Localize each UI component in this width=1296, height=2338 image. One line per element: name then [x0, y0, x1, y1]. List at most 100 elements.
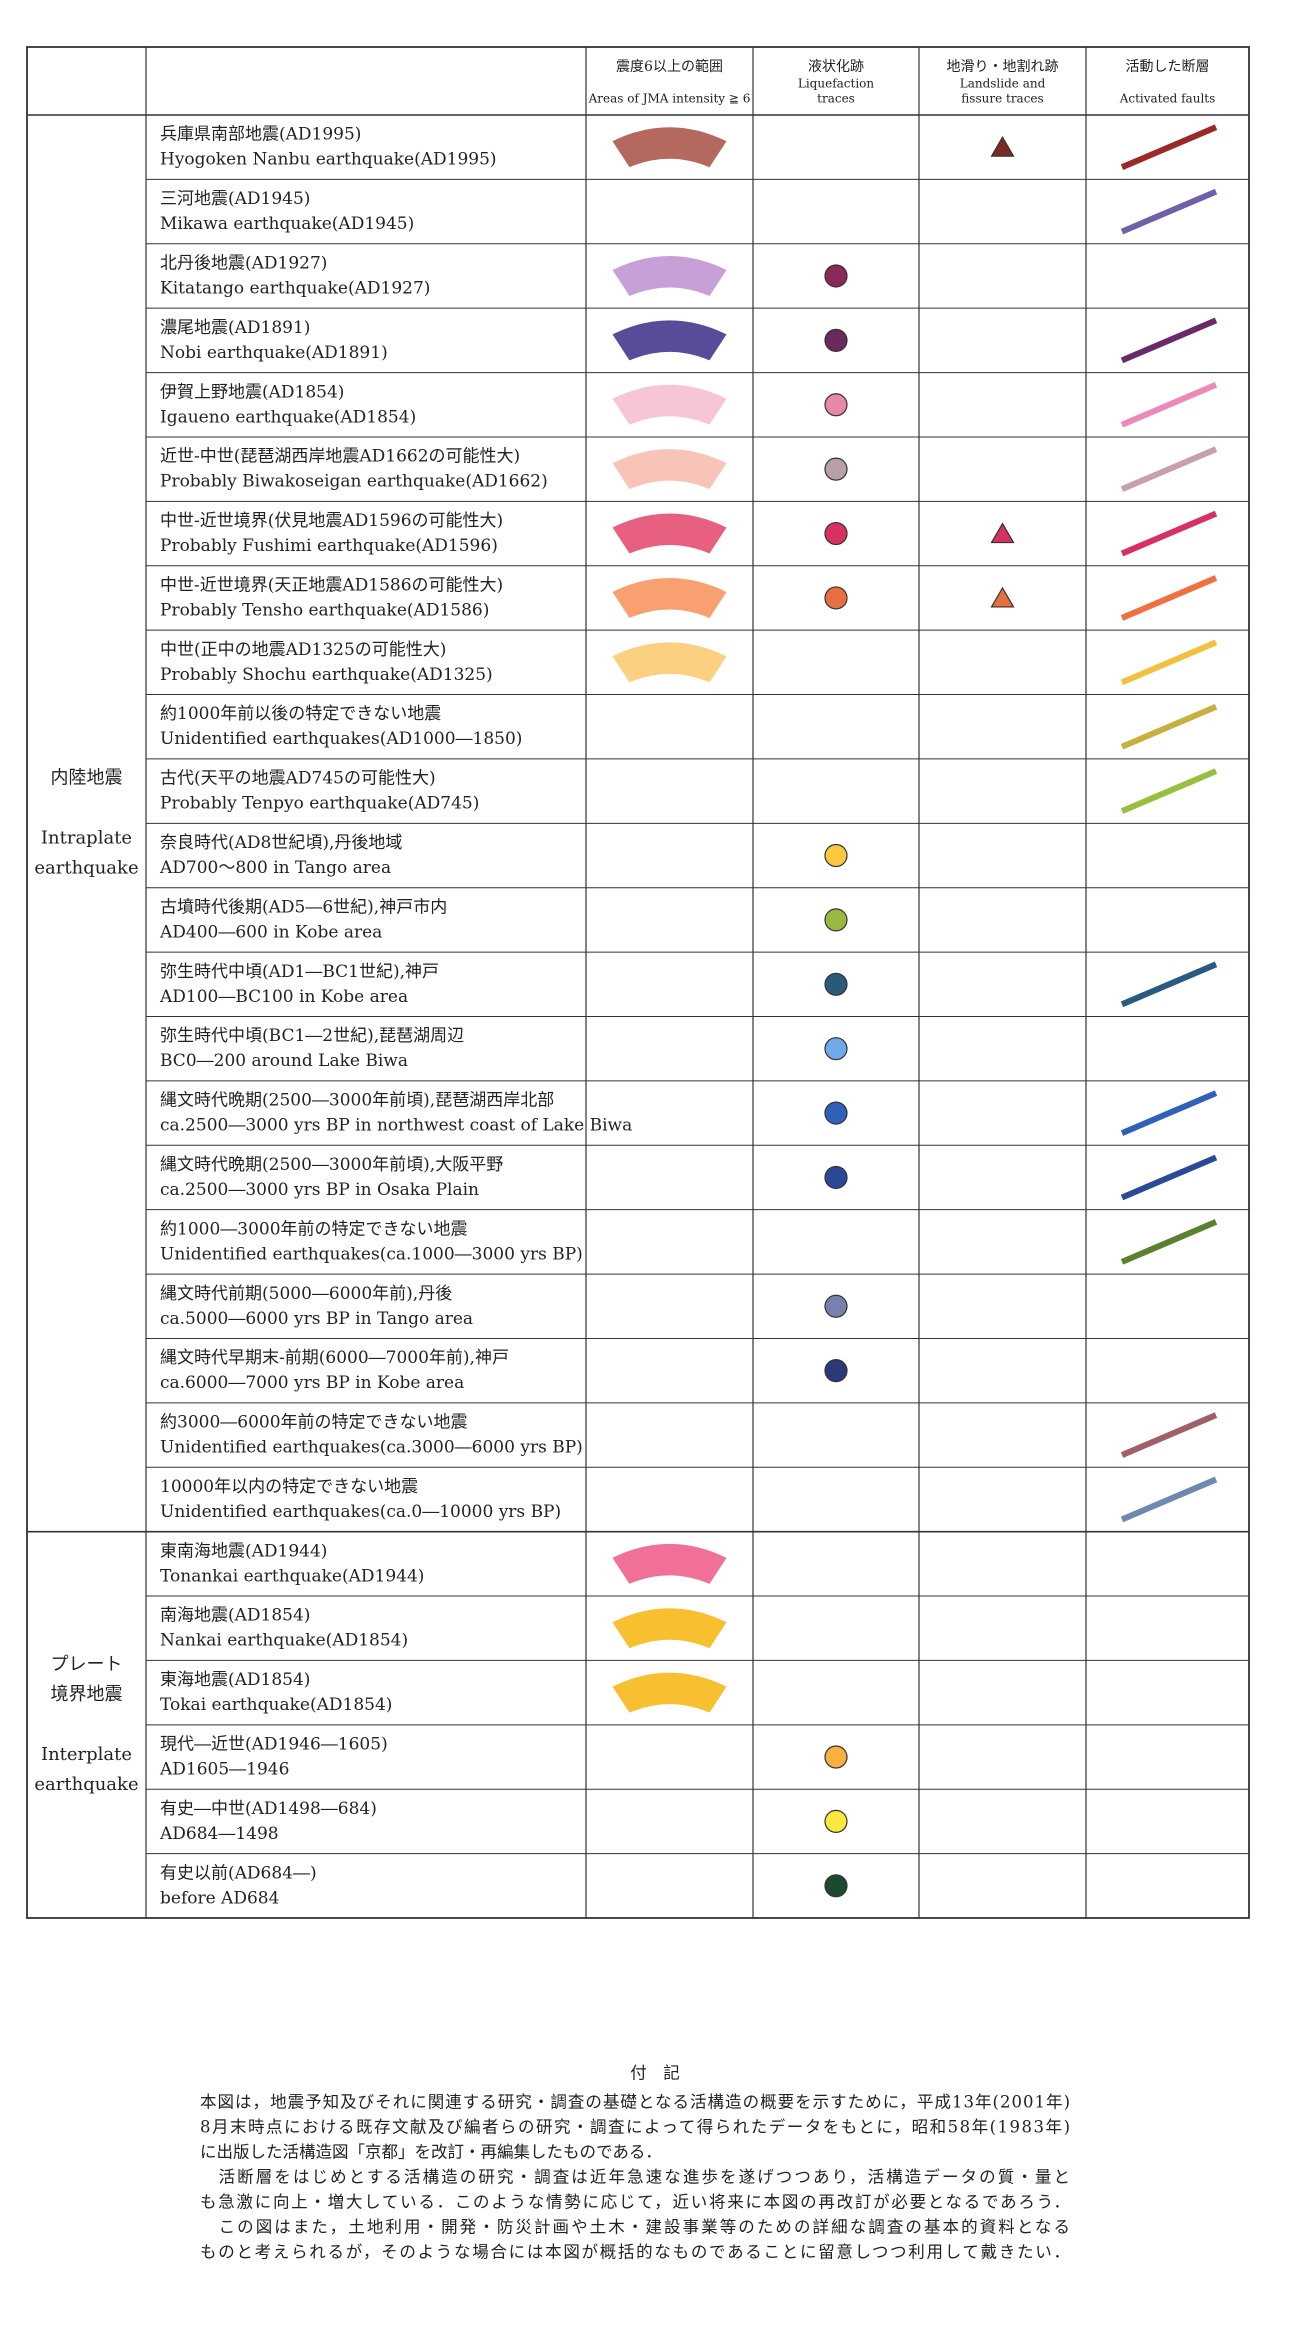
- row-label-en: BC0―200 around Lake Biwa: [160, 1051, 408, 1071]
- row-label-en: Tonankai earthquake(AD1944): [160, 1566, 424, 1586]
- row-label-en: before AD684: [160, 1888, 279, 1908]
- liquefaction-mark: [824, 1359, 848, 1383]
- intensity-area: [612, 384, 727, 425]
- fault-mark: [1120, 575, 1218, 621]
- intensity-area: [612, 449, 727, 490]
- liquefaction-mark: [824, 1745, 848, 1769]
- liquefaction-mark: [824, 1101, 848, 1125]
- landslide-mark: [990, 135, 1015, 157]
- group-label: Interplate: [41, 1744, 132, 1765]
- liquefaction-mark: [824, 1874, 848, 1898]
- row-label-en: ca.2500―3000 yrs BP in northwest coast o…: [160, 1116, 632, 1136]
- row-label-jp: 弥生時代中頃(AD1―BC1世紀),神戸: [160, 962, 439, 982]
- column-subtitle: Areas of JMA intensity ≧ 6: [588, 92, 751, 106]
- fault-mark: [1120, 1476, 1218, 1523]
- row-label-jp: 10000年以内の特定できない地震: [160, 1477, 418, 1497]
- row-label-jp: 奈良時代(AD8世紀頃),丹後地域: [160, 833, 402, 853]
- row-label-jp: 約1000年前以後の特定できない地震: [160, 704, 441, 724]
- row-label-jp: 中世(正中の地震AD1325の可能性大): [160, 640, 446, 660]
- row-label-en: Unidentified earthquakes(ca.1000―3000 yr…: [160, 1244, 583, 1264]
- row-label-en: AD1605―1946: [159, 1760, 289, 1780]
- fault-mark: [1120, 1154, 1218, 1201]
- row-label-en: Igaueno earthquake(AD1854): [160, 407, 416, 427]
- row-label-en: Probably Shochu earthquake(AD1325): [160, 665, 493, 685]
- group-label: 内陸地震: [51, 767, 123, 788]
- liquefaction-mark: [824, 328, 848, 352]
- row-label-jp: 古代(天平の地震AD745の可能性大): [160, 769, 436, 789]
- column-title: 震度6以上の範囲: [616, 58, 723, 75]
- notes-line: に出版した活構造図「京都」を改訂・再編集したものである．: [200, 2143, 662, 2162]
- row-label-en: AD684―1498: [159, 1824, 279, 1844]
- group-label: Intraplate: [41, 827, 132, 848]
- row-label-en: Unidentified earthquakes(AD1000―1850): [160, 729, 522, 749]
- column-subtitle: Liquefaction: [798, 77, 875, 91]
- notes-line: 本図は，地震予知及びそれに関連する研究・調査の基礎となる活構造の概要を示すために…: [200, 2093, 1070, 2112]
- column-title: 活動した断層: [1126, 59, 1210, 75]
- fault-mark: [1120, 124, 1218, 170]
- column-subtitle: traces: [817, 92, 855, 106]
- row-label-jp: 有史以前(AD684―): [160, 1863, 317, 1883]
- notes-line: ものと考えられるが，そのような場合には本図が概括的なものであることに留意しつつ利…: [200, 2243, 1070, 2262]
- column-title: 地滑り・地割れ跡: [947, 58, 1059, 75]
- row-label-en: ca.5000―6000 yrs BP in Tango area: [160, 1309, 473, 1329]
- intensity-area: [612, 127, 727, 168]
- liquefaction-mark: [824, 1294, 848, 1318]
- liquefaction-mark: [824, 393, 848, 417]
- row-label-jp: 縄文時代晩期(2500―3000年前頃),琵琶湖西岸北部: [160, 1091, 554, 1111]
- liquefaction-mark: [824, 1165, 848, 1190]
- row-label-jp: 中世-近世境界(伏見地震AD1596の可能性大): [160, 511, 503, 531]
- liquefaction-mark: [824, 264, 848, 288]
- liquefaction-mark: [824, 972, 848, 996]
- row-label-en: Probably Fushimi earthquake(AD1596): [160, 536, 498, 556]
- row-label-jp: 約3000―6000年前の特定できない地震: [160, 1413, 468, 1433]
- intensity-area: [612, 1608, 727, 1649]
- row-label-en: Probably Tensho earthquake(AD1586): [160, 600, 489, 620]
- column-title: 液状化跡: [808, 59, 864, 75]
- row-label-jp: 東海地震(AD1854): [160, 1670, 310, 1690]
- group-label: プレート: [51, 1654, 123, 1675]
- liquefaction-mark: [824, 586, 848, 610]
- fault-mark: [1120, 1219, 1218, 1265]
- liquefaction-mark: [824, 521, 848, 546]
- row-label-jp: 濃尾地震(AD1891): [160, 318, 310, 338]
- intensity-area: [612, 577, 727, 618]
- landslide-mark: [990, 522, 1015, 544]
- row-label-en: AD400―600 in Kobe area: [159, 922, 382, 942]
- liquefaction-mark: [824, 908, 848, 932]
- group-label: 境界地震: [51, 1684, 123, 1705]
- row-label-jp: 近世-中世(琵琶湖西岸地震AD1662の可能性大): [160, 447, 520, 467]
- row-label-jp: 三河地震(AD1945): [160, 189, 310, 209]
- row-label-en: Nobi earthquake(AD1891): [160, 343, 388, 363]
- group-label: earthquake: [34, 857, 138, 878]
- notes-line: 8月末時点における既存文献及び編者らの研究・調査によって得られたデータをもとに，…: [200, 2117, 1070, 2137]
- row-label-jp: 約1000―3000年前の特定できない地震: [160, 1219, 468, 1239]
- row-label-jp: 北丹後地震(AD1927): [160, 253, 327, 273]
- fault-mark: [1120, 1090, 1218, 1136]
- fault-mark: [1120, 639, 1218, 686]
- intensity-area: [612, 1672, 727, 1713]
- intensity-area: [612, 642, 727, 683]
- row-label-jp: 縄文時代前期(5000―6000年前),丹後: [160, 1284, 452, 1304]
- liquefaction-mark: [824, 1809, 848, 1834]
- column-subtitle: Landslide and: [960, 77, 1046, 91]
- row-label-jp: 縄文時代早期末-前期(6000―7000年前),神戸: [160, 1348, 509, 1368]
- fault-mark: [1120, 961, 1218, 1008]
- intensity-area: [612, 1543, 727, 1584]
- row-label-jp: 弥生時代中頃(BC1―2世紀),琵琶湖周辺: [160, 1026, 464, 1046]
- row-label-jp: 縄文時代晩期(2500―3000年前頃),大阪平野: [160, 1155, 503, 1175]
- fault-mark: [1120, 317, 1218, 364]
- intensity-area: [612, 255, 727, 296]
- row-label-en: Tokai earthquake(AD1854): [160, 1695, 392, 1715]
- row-label-en: ca.2500―3000 yrs BP in Osaka Plain: [160, 1180, 479, 1200]
- row-label-en: ca.6000―7000 yrs BP in Kobe area: [160, 1373, 464, 1393]
- row-label-en: Probably Tenpyo earthquake(AD745): [160, 794, 479, 814]
- notes-line: 活断層をはじめとする活構造の研究・調査は近年急速な進歩を遂げつつあり，活構造デー…: [200, 2167, 1070, 2187]
- row-label-en: AD100―BC100 in Kobe area: [159, 987, 408, 1007]
- row-label-jp: 伊賀上野地震(AD1854): [160, 382, 344, 402]
- row-label-en: Mikawa earthquake(AD1945): [160, 214, 414, 234]
- row-label-jp: 兵庫県南部地震(AD1995): [160, 125, 361, 145]
- row-label-en: Unidentified earthquakes(ca.0―10000 yrs …: [160, 1502, 561, 1522]
- row-label-jp: 現代―近世(AD1946―1605): [160, 1735, 388, 1755]
- row-label-jp: 東南海地震(AD1944): [160, 1541, 327, 1561]
